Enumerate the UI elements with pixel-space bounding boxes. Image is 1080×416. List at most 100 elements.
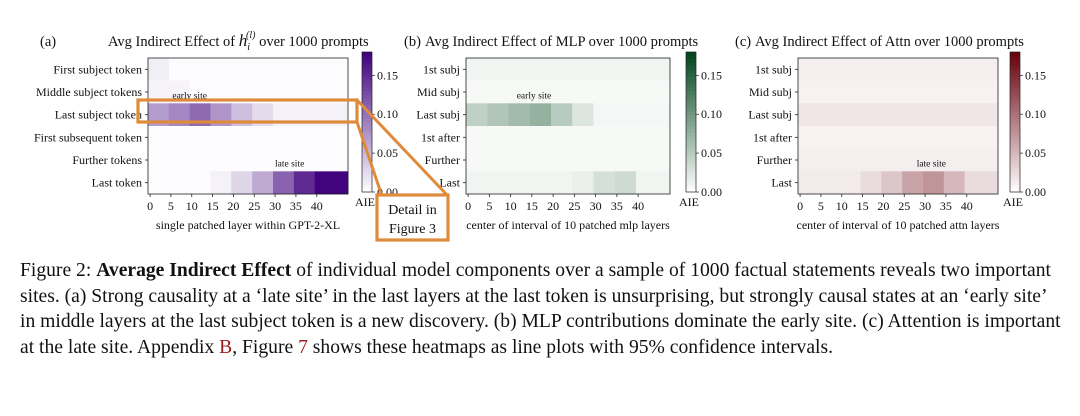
heat-cell-r1-s0 (466, 80, 671, 104)
x-tick-label: 10 (836, 199, 848, 213)
colorbar-step (362, 104, 372, 109)
colorbar-step (686, 55, 696, 60)
y-tick-label: Last subject token (55, 108, 142, 122)
x-tick-label: 30 (919, 199, 931, 213)
colorbar-step (686, 122, 696, 126)
caption-text-2: , Figure (232, 336, 299, 358)
colorbar-step (362, 87, 372, 91)
colorbar-step (686, 188, 696, 193)
colorbar-step (686, 171, 696, 175)
y-tick-label: Last subj (748, 108, 792, 122)
colorbar-step (1010, 181, 1020, 186)
heat-cell-r3-s0 (798, 126, 999, 149)
figure-caption: Figure 2: Average Indirect Effect of ind… (20, 258, 1065, 360)
heat-cell-r0-s0 (798, 58, 999, 81)
panel-3: (c) Avg Indirect Effect of Attn over 1000… (735, 34, 1046, 232)
panel-title: Avg Indirect Effect of MLP over 1000 pro… (425, 34, 699, 50)
colorbar-step (686, 115, 696, 119)
callout-text-line1: Detail in (388, 203, 437, 218)
colorbar-step (362, 111, 372, 116)
colorbar-step (362, 174, 372, 179)
colorbar-step (1010, 73, 1020, 77)
heat-cell-r5-s3 (252, 171, 274, 195)
figure-ref-link[interactable]: 7 (298, 336, 308, 358)
heat-cell-r5-s1 (572, 171, 594, 195)
colorbar-step (362, 171, 372, 175)
x-tick-label: 35 (611, 199, 623, 213)
colorbar-step (362, 178, 372, 182)
colorbar-step (686, 143, 696, 147)
colorbar-step (1010, 97, 1020, 102)
x-tick-label: 25 (248, 199, 260, 213)
colorbar-step (362, 94, 372, 98)
colorbar-tick-label: 0.15 (377, 68, 398, 82)
colorbar-step (1010, 139, 1020, 144)
heat-cell-r5-s6 (314, 171, 349, 195)
colorbar-tick-label: 0.15 (701, 68, 722, 82)
y-tick-label: 1st subj (423, 62, 460, 76)
heat-cell-r1-s1 (189, 80, 349, 104)
colorbar-tick-label: 0.05 (1025, 146, 1046, 160)
colorbar-step (1010, 122, 1020, 126)
caption-bold: Average Indirect Effect (96, 260, 292, 281)
colorbar-step (1010, 62, 1020, 67)
colorbar-step (362, 80, 372, 84)
appendix-ref-link[interactable]: B (219, 336, 233, 358)
heat-cell-r0-s1 (168, 58, 349, 81)
colorbar-step (1010, 132, 1020, 137)
colorbar-step (362, 122, 372, 126)
y-tick-label: Mid subj (417, 85, 460, 99)
colorbar-step (686, 129, 696, 133)
colorbar-step (1010, 108, 1020, 112)
heat-cell-r5-s0 (148, 171, 211, 195)
y-tick-label: Last (771, 176, 792, 190)
x-tick-label: 20 (877, 199, 889, 213)
colorbar-step (686, 167, 696, 172)
colorbar-step (1010, 101, 1020, 105)
colorbar-step (686, 59, 696, 63)
colorbar-step (686, 69, 696, 74)
colorbar-step (1010, 90, 1020, 95)
x-tick-label: 10 (505, 199, 517, 213)
caption-text-3: shows these heatmaps as line plots with … (307, 336, 833, 358)
colorbar-step (362, 115, 372, 119)
colorbar-step (686, 66, 696, 70)
colorbar-step (686, 139, 696, 144)
x-tick-label: 40 (311, 199, 323, 213)
colorbar-step (362, 76, 372, 81)
colorbar-step (362, 129, 372, 133)
colorbar-step (686, 150, 696, 154)
x-tick-label: 30 (269, 199, 281, 213)
colorbar-label: AIE (355, 195, 375, 209)
colorbar-step (1010, 52, 1020, 56)
heat-cell-r2-s4 (551, 103, 573, 127)
x-tick-label: 0 (147, 199, 153, 213)
colorbar-tick-label: 0.10 (1025, 107, 1046, 121)
heat-cell-r2-s0 (798, 103, 999, 127)
colorbar-step (1010, 160, 1020, 165)
x-tick-label: 25 (898, 199, 910, 213)
colorbar-step (362, 52, 372, 56)
colorbar-label: AIE (1003, 195, 1023, 209)
colorbar-step (362, 132, 372, 137)
panel-title: Avg Indirect Effect of Attn over 1000 pr… (755, 34, 1024, 50)
detail-callout: Detail in Figure 3 (136, 98, 450, 242)
site-annotation: late site (275, 159, 304, 169)
colorbar-step (1010, 111, 1020, 116)
colorbar-step (362, 73, 372, 77)
colorbar-step (1010, 150, 1020, 154)
x-tick-label: 30 (590, 199, 602, 213)
colorbar-step (686, 108, 696, 112)
colorbar-step (1010, 129, 1020, 133)
x-tick-label: 35 (940, 199, 952, 213)
panel-label: (b) (404, 34, 421, 50)
heat-cell-r5-s3 (614, 171, 637, 195)
colorbar-step (1010, 174, 1020, 179)
x-tick-label: 10 (186, 199, 198, 213)
colorbar-step (362, 90, 372, 95)
colorbar-step (1010, 69, 1020, 74)
y-tick-label: Mid subj (749, 85, 792, 99)
colorbar-step (686, 153, 696, 158)
colorbar-step (686, 76, 696, 81)
colorbar-step (1010, 115, 1020, 119)
